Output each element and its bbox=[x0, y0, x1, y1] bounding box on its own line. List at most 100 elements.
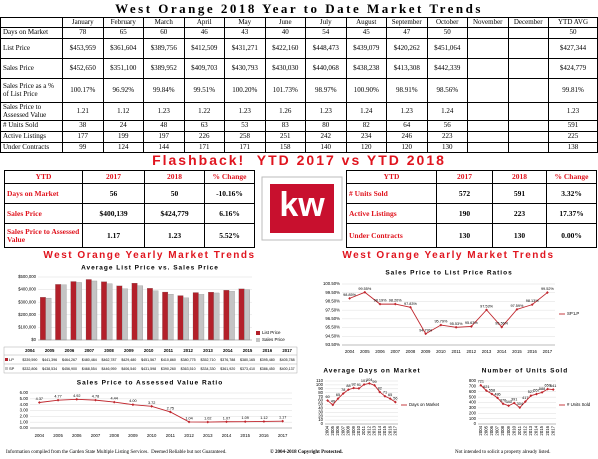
table-cell: 158 bbox=[264, 142, 306, 153]
table-cell: 40 bbox=[264, 27, 306, 39]
data-label: 104 bbox=[366, 378, 372, 382]
data-table-cell: $390,260 bbox=[161, 367, 176, 371]
x-tick-label: 2015 bbox=[243, 348, 253, 353]
x-tick-label: 2004 bbox=[25, 348, 35, 353]
table-cell bbox=[467, 27, 509, 39]
y-tick-label: 0 bbox=[321, 421, 324, 426]
table-cell: 1.23 bbox=[305, 102, 347, 121]
table-cell: 6.16% bbox=[204, 203, 255, 224]
data-label: 95.53% bbox=[450, 322, 464, 326]
point-marker bbox=[331, 403, 335, 407]
footer-copyright: © 2004-2018 Copyright Protected. bbox=[270, 450, 343, 455]
data-label: 98.13% bbox=[526, 299, 540, 303]
chart-title: Sales Price to List Price Ratios bbox=[385, 270, 512, 277]
chart-title: Number of Units Sold bbox=[482, 368, 568, 375]
x-tick-label: 2008 bbox=[104, 348, 114, 353]
x-tick-label: 2015 bbox=[539, 425, 544, 435]
x-tick-label: 2005 bbox=[360, 349, 370, 354]
data-table-cell: $451,567 bbox=[141, 358, 156, 362]
x-tick-label: 2007 bbox=[340, 425, 345, 435]
bar bbox=[70, 281, 77, 341]
y-tick-label: 4.00 bbox=[20, 402, 29, 407]
legend-swatch bbox=[256, 338, 260, 342]
table-cell: $351,100 bbox=[102, 58, 144, 79]
x-tick-label: 2009 bbox=[124, 348, 134, 353]
data-table-cell: $431,598 bbox=[141, 367, 156, 371]
table-cell: 45 bbox=[345, 27, 387, 39]
table-cell: 53 bbox=[224, 120, 266, 132]
corner-cell bbox=[0, 17, 63, 28]
y-tick-label: 1.00 bbox=[20, 419, 29, 424]
x-tick-label: 2010 bbox=[147, 433, 157, 438]
x-tick-label: 2015 bbox=[382, 425, 387, 435]
point-marker bbox=[388, 397, 392, 400]
data-table-row-label: SP bbox=[9, 366, 15, 371]
bar bbox=[106, 283, 113, 341]
table-cell: 1.22 bbox=[183, 102, 225, 121]
table-cell bbox=[507, 120, 549, 132]
table-row: Sales Price to Assessed Value 1.17 1.23 5.5… bbox=[4, 223, 255, 248]
point-marker bbox=[187, 420, 191, 424]
row-label: List Price bbox=[0, 38, 63, 59]
table-cell: 130 bbox=[492, 223, 547, 248]
row-label: Sales Price to Assessed Value bbox=[0, 102, 63, 121]
x-tick-label: 2007 bbox=[84, 348, 94, 353]
y-tick-label: 100 bbox=[469, 416, 477, 421]
point-marker bbox=[500, 325, 504, 329]
table-cell bbox=[467, 102, 509, 121]
x-tick-label: 2006 bbox=[375, 349, 385, 354]
table-cell: 171 bbox=[183, 142, 225, 153]
column-header: YTD bbox=[4, 170, 83, 184]
x-tick-label: 2012 bbox=[522, 425, 527, 435]
table-cell bbox=[467, 120, 509, 132]
table-cell: $430,793 bbox=[224, 58, 266, 79]
data-label: 78 bbox=[341, 388, 345, 392]
point-marker bbox=[530, 303, 534, 307]
point-marker bbox=[545, 291, 549, 294]
table-cell bbox=[507, 58, 549, 79]
table-cell: $422,160 bbox=[264, 38, 306, 59]
column-header: November bbox=[467, 17, 509, 28]
table-cell: $427,344 bbox=[548, 38, 598, 59]
data-label: 95.63% bbox=[465, 321, 479, 325]
point-marker bbox=[367, 381, 371, 385]
y-tick-label: $0 bbox=[31, 337, 36, 342]
x-tick-label: 2004 bbox=[35, 433, 45, 438]
data-label: 340 bbox=[505, 400, 511, 404]
table-cell: 120 bbox=[386, 142, 428, 153]
table-row: # Units Sold 572 591 3.32% bbox=[346, 183, 597, 204]
table-row: Active Listings 177 199 197 226 258 251 242 234 2… bbox=[0, 131, 598, 143]
y-tick-label: 0 bbox=[474, 421, 477, 426]
row-label: Active Listings bbox=[346, 203, 437, 224]
table-cell: 101.73% bbox=[264, 78, 306, 103]
x-tick-label: 2017 bbox=[393, 425, 398, 435]
x-tick-label: 2016 bbox=[259, 433, 269, 438]
bar bbox=[213, 292, 220, 341]
table-cell: $430,030 bbox=[264, 58, 306, 79]
legend-label: SP:LP bbox=[567, 311, 579, 316]
data-label: 588 bbox=[539, 387, 545, 391]
table-cell: 46 bbox=[183, 27, 225, 39]
table-cell: 1.23 bbox=[386, 102, 428, 121]
data-label: 1.04 bbox=[185, 416, 192, 420]
section-title: West Orange Yearly Market Trends bbox=[43, 250, 256, 261]
point-marker bbox=[378, 390, 382, 394]
data-label: 417 bbox=[522, 396, 528, 400]
table-cell: 1.23 bbox=[224, 102, 266, 121]
row-label: Active Listings bbox=[0, 131, 63, 143]
footer-disclaimer: Not intended to solicit a property alrea… bbox=[455, 450, 551, 455]
legend-label: List Price bbox=[262, 330, 281, 335]
x-tick-label: 2014 bbox=[223, 348, 233, 353]
x-tick-label: 2011 bbox=[361, 425, 366, 435]
table-cell: 197 bbox=[143, 131, 185, 143]
x-tick-label: 2009 bbox=[421, 349, 431, 354]
x-tick-label: 2004 bbox=[345, 349, 355, 354]
x-tick-label: 2005 bbox=[45, 348, 55, 353]
point-marker bbox=[454, 325, 458, 329]
column-header: 2018 bbox=[144, 170, 205, 184]
point-marker bbox=[409, 305, 412, 309]
legend-label: Days on Market bbox=[409, 402, 440, 407]
table-cell: 223 bbox=[426, 131, 468, 143]
x-tick-label: 2010 bbox=[511, 425, 516, 435]
